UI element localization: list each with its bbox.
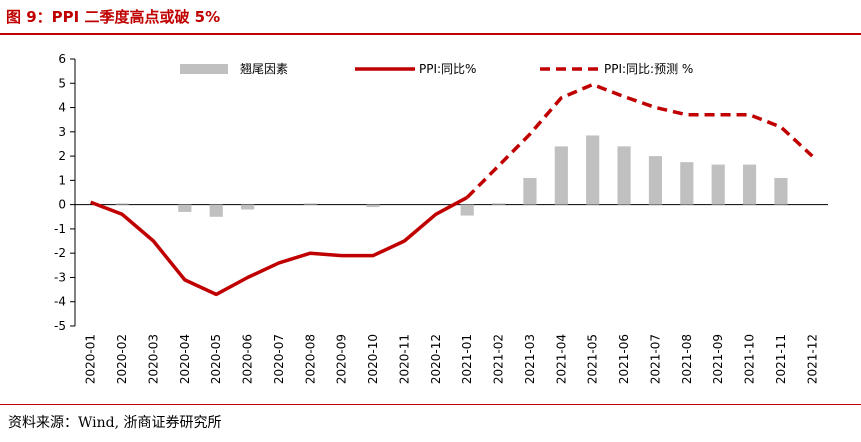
x-tick-label: 2021-04	[554, 334, 568, 384]
x-tick-label: 2021-07	[648, 334, 662, 384]
y-tick-label: -5	[54, 319, 66, 333]
y-tick-label: 2	[58, 149, 66, 163]
ppi-yoy-line	[90, 195, 469, 297]
bar-2021-03	[523, 177, 537, 205]
x-tick-label: 2021-02	[492, 334, 506, 384]
x-tick-label: 2021-08	[680, 334, 694, 384]
x-tick-label: 2021-03	[523, 334, 537, 384]
y-tick-label: -1	[54, 222, 66, 236]
bar-2020-04	[178, 204, 192, 212]
x-tick-label: 2020-10	[366, 334, 380, 384]
y-tick-label: 3	[58, 125, 66, 139]
x-tick-label: 2021-06	[617, 334, 631, 384]
y-tick-label: -3	[54, 270, 66, 284]
bar-2021-11	[774, 177, 788, 205]
y-tick-label: 4	[58, 101, 66, 115]
bar-2020-06	[240, 204, 255, 210]
x-tick-label: 2020-06	[241, 334, 255, 384]
y-tick-label: 5	[58, 76, 66, 90]
source-divider	[0, 404, 861, 405]
x-tick-label: 2020-08	[303, 334, 317, 384]
legend-label: PPI:同比%	[419, 62, 476, 76]
y-tick-label: 1	[58, 173, 66, 187]
ppi-forecast-line	[465, 82, 814, 199]
bar-2021-04	[554, 146, 568, 205]
bar-2021-06	[617, 146, 631, 205]
bar-2021-07	[648, 156, 663, 205]
x-tick-label: 2020-03	[146, 334, 160, 384]
figure-title: 图 9：PPI 二季度高点或破 5%	[6, 8, 221, 26]
bar-2021-08	[680, 162, 694, 205]
x-tick-label: 2021-09	[711, 334, 725, 384]
x-tick-label: 2020-01	[84, 334, 98, 384]
x-tick-label: 2021-11	[774, 334, 788, 384]
bar-2021-05	[586, 135, 600, 205]
bar-2021-01	[460, 204, 474, 216]
y-tick-label: -4	[54, 295, 66, 309]
x-tick-label: 2021-05	[586, 334, 600, 384]
bar-2020-05	[209, 204, 223, 217]
legend-label: PPI:同比:预测 %	[604, 62, 693, 76]
x-tick-label: 2021-01	[460, 334, 474, 384]
y-tick-label: -2	[54, 246, 66, 260]
title-divider	[0, 33, 861, 35]
bar-2021-09	[711, 164, 725, 205]
bar-2020-02	[115, 203, 129, 205]
bar-2021-02	[491, 203, 506, 205]
x-tick-label: 2020-07	[272, 334, 286, 384]
source-note: 资料来源：Wind, 浙商证券研究所	[8, 415, 222, 431]
y-tick-label: 0	[58, 198, 66, 212]
x-tick-label: 2021-12	[805, 334, 819, 384]
plot-area: -5 -4 -3 -2 -1 0 1 2 3 4 5 6 2020-01 2020-02 2020-03 20…	[54, 52, 828, 384]
x-tick-label: 2020-11	[397, 334, 411, 384]
legend-swatch-tail-factor	[180, 64, 228, 74]
x-tick-label: 2020-12	[429, 334, 443, 384]
bar-2020-08	[303, 203, 317, 205]
bar-2021-10	[742, 164, 757, 205]
x-tick-label: 2020-09	[335, 334, 349, 384]
bar-2020-10	[366, 204, 380, 208]
legend-label: 翘尾因素	[240, 62, 288, 76]
y-tick-label: 6	[58, 52, 66, 66]
x-tick-label: 2020-05	[209, 334, 223, 384]
x-tick-label: 2020-04	[178, 334, 192, 384]
x-tick-label: 2020-02	[115, 334, 129, 384]
x-tick-label: 2021-10	[743, 334, 757, 384]
